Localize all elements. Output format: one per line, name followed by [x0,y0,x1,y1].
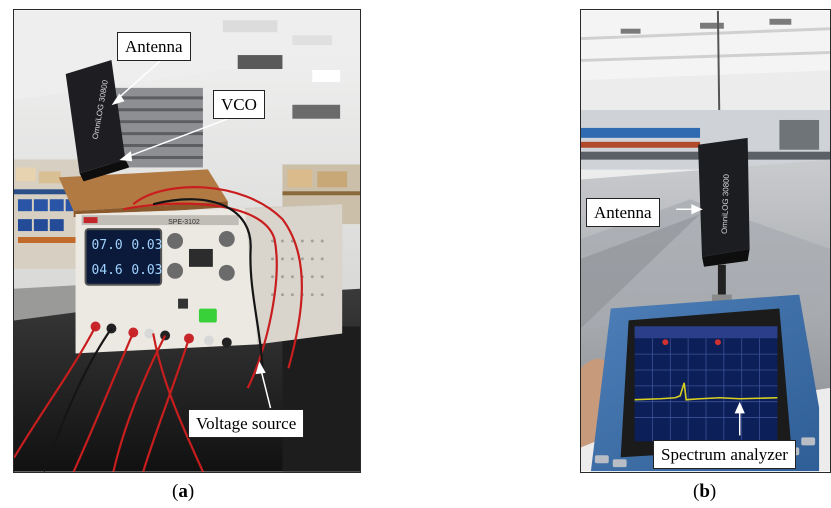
test-leads [14,186,303,472]
label-spectrum-analyzer: Spectrum analyzer [653,440,796,469]
current-readout-2: 0.03 [131,263,162,278]
display-screen [84,228,163,286]
callout-arrows-b [676,204,745,436]
caption-a-letter: a [178,481,188,502]
lab-photo-voltage-source: OmniLOG 30800 SPE-3102 07.0 0.03 04.6 0.… [14,10,360,472]
voltage-readout-2: 04.6 [92,263,123,278]
knob [218,231,235,247]
power-led [198,308,217,323]
lab-photo-spectrum-analyzer: OmniLOG 30800 [581,10,830,472]
antenna-print-b: OmniLOG 30800 [720,173,731,234]
knob [167,233,184,249]
spectrum-trace [634,382,778,401]
label-voltage-source: Voltage source [188,409,305,438]
brand-logo [83,217,98,224]
label-antenna-a: Antenna [117,32,191,61]
model-label: SPE-3102 [168,219,200,226]
caption-a: (a) [172,481,195,502]
ceiling [581,10,830,81]
voltage-readout-1: 07.0 [92,238,123,253]
knob [218,264,235,281]
caption-b: (b) [693,481,717,502]
caption-b-letter: b [699,481,710,502]
knob [167,262,184,279]
current-readout-1: 0.03 [131,238,162,253]
antenna-device-a: OmniLOG 30800 [65,60,130,182]
toggle-switch [178,298,188,309]
spectrum-analyzer-device [590,294,820,472]
antenna-device-b: OmniLOG 30800 [698,137,750,305]
label-antenna-b: Antenna [586,198,660,227]
photo-panel-b: OmniLOG 30800 [580,9,831,473]
vco-board [58,169,228,212]
callout-arrows-a [111,59,272,409]
label-vco: VCO [213,90,265,119]
photo-panel-a: OmniLOG 30800 SPE-3102 07.0 0.03 04.6 0.… [13,9,361,473]
